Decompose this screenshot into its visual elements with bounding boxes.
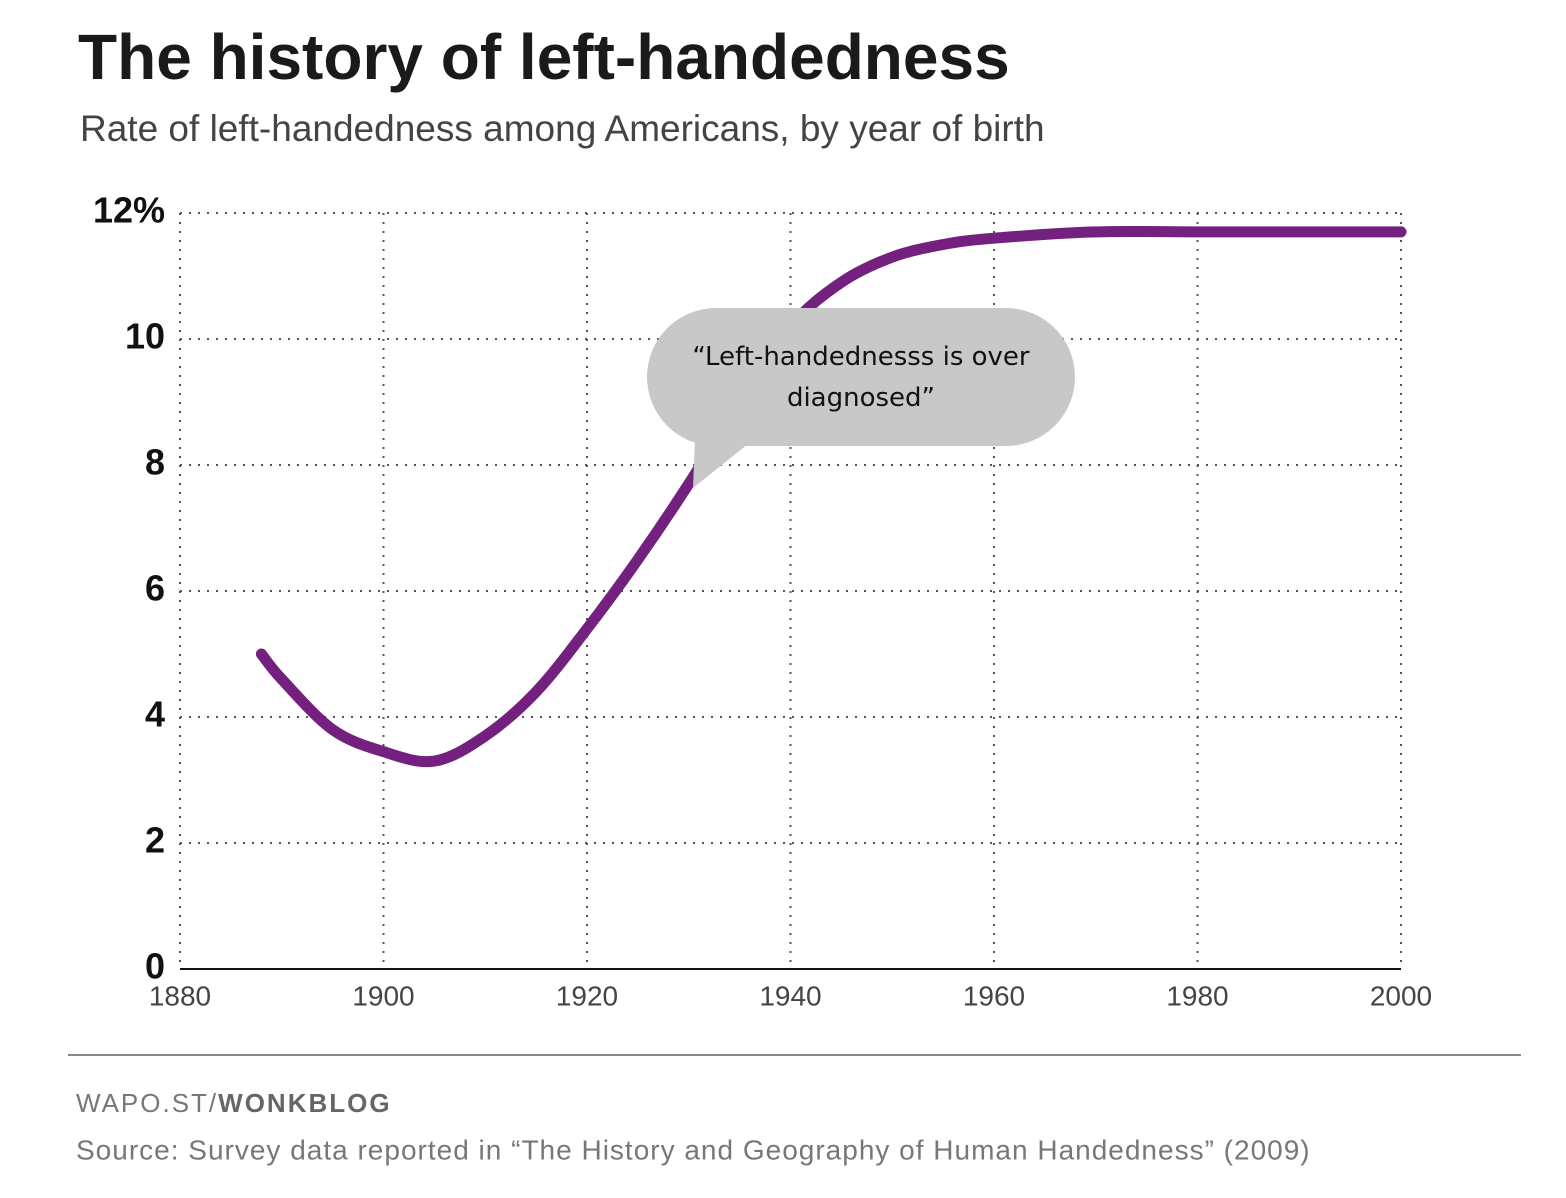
x-tick-label: 2000 (1370, 980, 1432, 1011)
y-tick-label: 2 (145, 820, 165, 861)
x-tick-label: 1880 (149, 980, 211, 1011)
source: Source: Survey data reported in “The His… (76, 1134, 1311, 1165)
x-tick-label: 1900 (352, 980, 414, 1011)
speech-bubble (647, 308, 1075, 446)
credit-bold: WONKBLOG (218, 1088, 391, 1118)
y-tick-label: 8 (145, 442, 165, 483)
y-tick-label: 12% (93, 190, 165, 231)
speech-bubble-tail (693, 440, 748, 488)
chart-subtitle: Rate of left-handedness among Americans,… (80, 108, 1045, 149)
y-tick-label: 6 (145, 568, 165, 609)
x-tick-label: 1980 (1166, 980, 1228, 1011)
y-tick-label: 10 (125, 316, 165, 357)
x-tick-label: 1920 (556, 980, 618, 1011)
x-tick-label: 1940 (759, 980, 821, 1011)
credit: WAPO.ST/WONKBLOG (76, 1088, 392, 1118)
y-tick-label: 0 (145, 946, 165, 987)
annotation: “Left-handednesss is over diagnosed” (692, 342, 1030, 413)
credit-prefix: WAPO.ST/ (76, 1088, 218, 1118)
plot: 0 2 4 6 8 10 12% 1880 1900 1920 1940 1960 1980 2000 (93, 190, 1432, 1012)
y-tick-label: 4 (145, 694, 165, 735)
x-tick-label: 1960 (963, 980, 1025, 1011)
chart-title: The history of left-handedness (78, 21, 1010, 93)
